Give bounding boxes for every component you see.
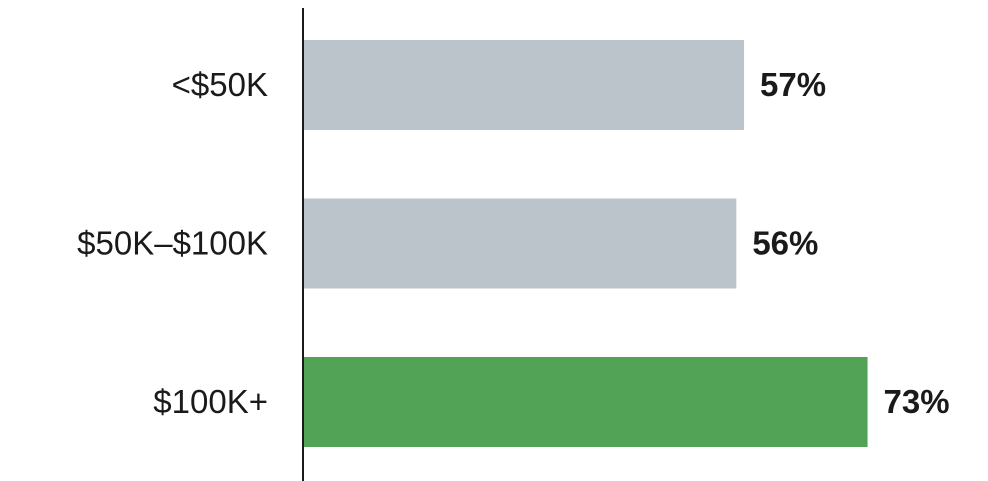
value-label-1: 56% <box>752 225 818 262</box>
bars-layer <box>304 40 868 447</box>
category-label-2: $100K+ <box>153 383 268 420</box>
value-label-2: 73% <box>884 383 950 420</box>
bar-2 <box>304 357 868 447</box>
labels-layer: <$50K 57% $50K–$100K 56% $100K+ 73% <box>77 66 949 420</box>
value-label-0: 57% <box>760 66 826 103</box>
category-label-0: <$50K <box>172 66 268 103</box>
category-label-1: $50K–$100K <box>77 225 268 262</box>
bar-0 <box>304 40 745 130</box>
bar-1 <box>304 198 737 289</box>
